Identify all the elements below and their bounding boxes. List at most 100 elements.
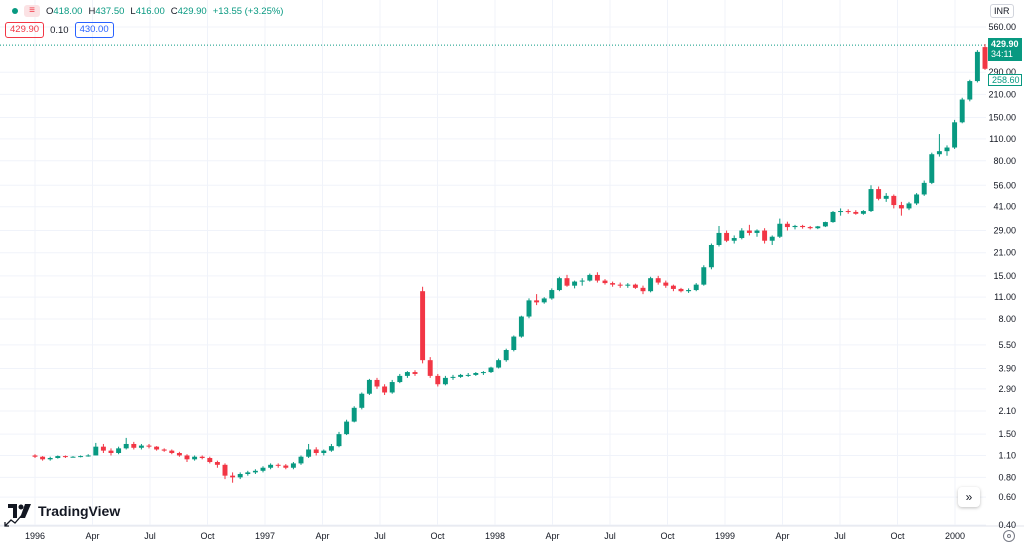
prev-price-tag: 258.60 bbox=[988, 74, 1022, 86]
y-tick-label: 29.00 bbox=[993, 226, 1016, 236]
candle bbox=[108, 448, 114, 456]
candle bbox=[883, 193, 889, 202]
candle bbox=[891, 194, 897, 209]
candle bbox=[541, 297, 547, 304]
y-tick-label: 3.90 bbox=[998, 363, 1016, 373]
candle bbox=[807, 225, 813, 230]
candle bbox=[708, 243, 714, 270]
y-tick-label: 1.50 bbox=[998, 429, 1016, 439]
x-tick-label: Jul bbox=[604, 531, 616, 541]
scroll-right-icon[interactable]: » bbox=[958, 487, 980, 507]
candle bbox=[55, 455, 61, 459]
candle bbox=[800, 224, 806, 229]
candle bbox=[397, 373, 403, 384]
candle bbox=[435, 373, 441, 387]
candle bbox=[556, 276, 562, 292]
candle bbox=[40, 456, 46, 461]
candle bbox=[420, 286, 426, 364]
ask-price-button[interactable]: 430.00 bbox=[74, 22, 114, 38]
candle bbox=[222, 463, 228, 480]
candle bbox=[374, 377, 380, 389]
x-tick-label: Oct bbox=[200, 531, 215, 541]
candle bbox=[306, 443, 312, 459]
x-tick-label: Oct bbox=[660, 531, 675, 541]
candle bbox=[146, 443, 152, 449]
high-label: H bbox=[88, 5, 96, 17]
y-tick-label: 8.00 bbox=[998, 314, 1016, 324]
candle bbox=[784, 221, 790, 231]
candle bbox=[192, 455, 198, 461]
ohlc-legend: ≡ O418.00 H437.50 L416.00 C429.90 +13.55… bbox=[12, 5, 283, 17]
candle bbox=[739, 228, 745, 240]
time-axis[interactable]: 1996 Apr Jul Oct 1997 Apr Jul Oct 1998 Apr Jul Oct 1… bbox=[25, 531, 965, 541]
candle bbox=[321, 449, 327, 456]
menu-icon[interactable]: ≡ bbox=[24, 5, 40, 17]
candle bbox=[275, 463, 281, 468]
candle bbox=[503, 348, 509, 362]
candle bbox=[815, 225, 821, 230]
candle bbox=[382, 384, 388, 396]
y-tick-label: 0.60 bbox=[998, 492, 1016, 502]
candle bbox=[792, 224, 798, 230]
candle bbox=[496, 358, 502, 369]
x-tick-label: Jul bbox=[144, 531, 156, 541]
grid-lines bbox=[0, 0, 1024, 527]
low-label: L bbox=[130, 5, 136, 17]
candle bbox=[579, 278, 585, 286]
candle bbox=[123, 437, 129, 450]
candle bbox=[412, 370, 418, 376]
cursor-icon bbox=[4, 514, 23, 527]
candle bbox=[655, 275, 661, 285]
price-axis[interactable]: 560.00 290.00 210.00 150.00 110.00 80.00 56.00… bbox=[988, 22, 1016, 530]
y-tick-label: 2.90 bbox=[998, 384, 1016, 394]
candle bbox=[617, 282, 623, 288]
candle bbox=[693, 283, 699, 292]
y-tick-label: 0.40 bbox=[998, 520, 1016, 530]
x-tick-label: Oct bbox=[890, 531, 905, 541]
y-tick-label: 21.00 bbox=[993, 248, 1016, 258]
tradingview-logo-icon bbox=[8, 504, 31, 518]
candle bbox=[944, 145, 950, 156]
bid-price-button[interactable]: 429.90 bbox=[5, 22, 45, 38]
candle bbox=[587, 273, 593, 282]
y-tick-label: 56.00 bbox=[993, 180, 1016, 190]
currency-selector[interactable]: INR bbox=[990, 4, 1014, 18]
candle bbox=[754, 229, 760, 237]
candle bbox=[161, 448, 167, 452]
candle bbox=[78, 455, 84, 458]
candle bbox=[625, 283, 631, 288]
candle bbox=[313, 447, 319, 456]
high-value: 437.50 bbox=[95, 5, 125, 17]
candle bbox=[237, 472, 243, 480]
y-tick-label: 150.00 bbox=[988, 113, 1016, 123]
candle bbox=[534, 294, 540, 306]
candle bbox=[336, 431, 342, 448]
candle bbox=[670, 284, 676, 292]
candle bbox=[366, 378, 372, 396]
candle bbox=[169, 449, 175, 455]
y-tick-label: 290.00 bbox=[988, 67, 1016, 77]
brand-name: TradingView bbox=[38, 503, 121, 519]
candle bbox=[952, 119, 958, 149]
candle bbox=[777, 218, 783, 239]
candle bbox=[70, 456, 76, 458]
change-value: +13.55 (+3.25%) bbox=[212, 5, 284, 17]
tradingview-logo[interactable]: TradingView bbox=[8, 503, 120, 519]
candle bbox=[967, 79, 973, 102]
candle bbox=[860, 210, 866, 215]
candle bbox=[404, 371, 410, 378]
candle bbox=[207, 456, 213, 464]
candle bbox=[663, 280, 669, 288]
candle bbox=[450, 374, 456, 380]
candle bbox=[298, 455, 304, 465]
y-tick-label: 0.80 bbox=[998, 472, 1016, 482]
candle bbox=[245, 470, 251, 476]
candle bbox=[769, 235, 775, 245]
spread-value: 0.10 bbox=[50, 24, 69, 36]
candle bbox=[252, 469, 258, 474]
candle bbox=[359, 392, 365, 410]
x-tick-label: 1998 bbox=[485, 531, 505, 541]
candle bbox=[32, 454, 38, 459]
settings-icon[interactable] bbox=[1003, 530, 1015, 542]
